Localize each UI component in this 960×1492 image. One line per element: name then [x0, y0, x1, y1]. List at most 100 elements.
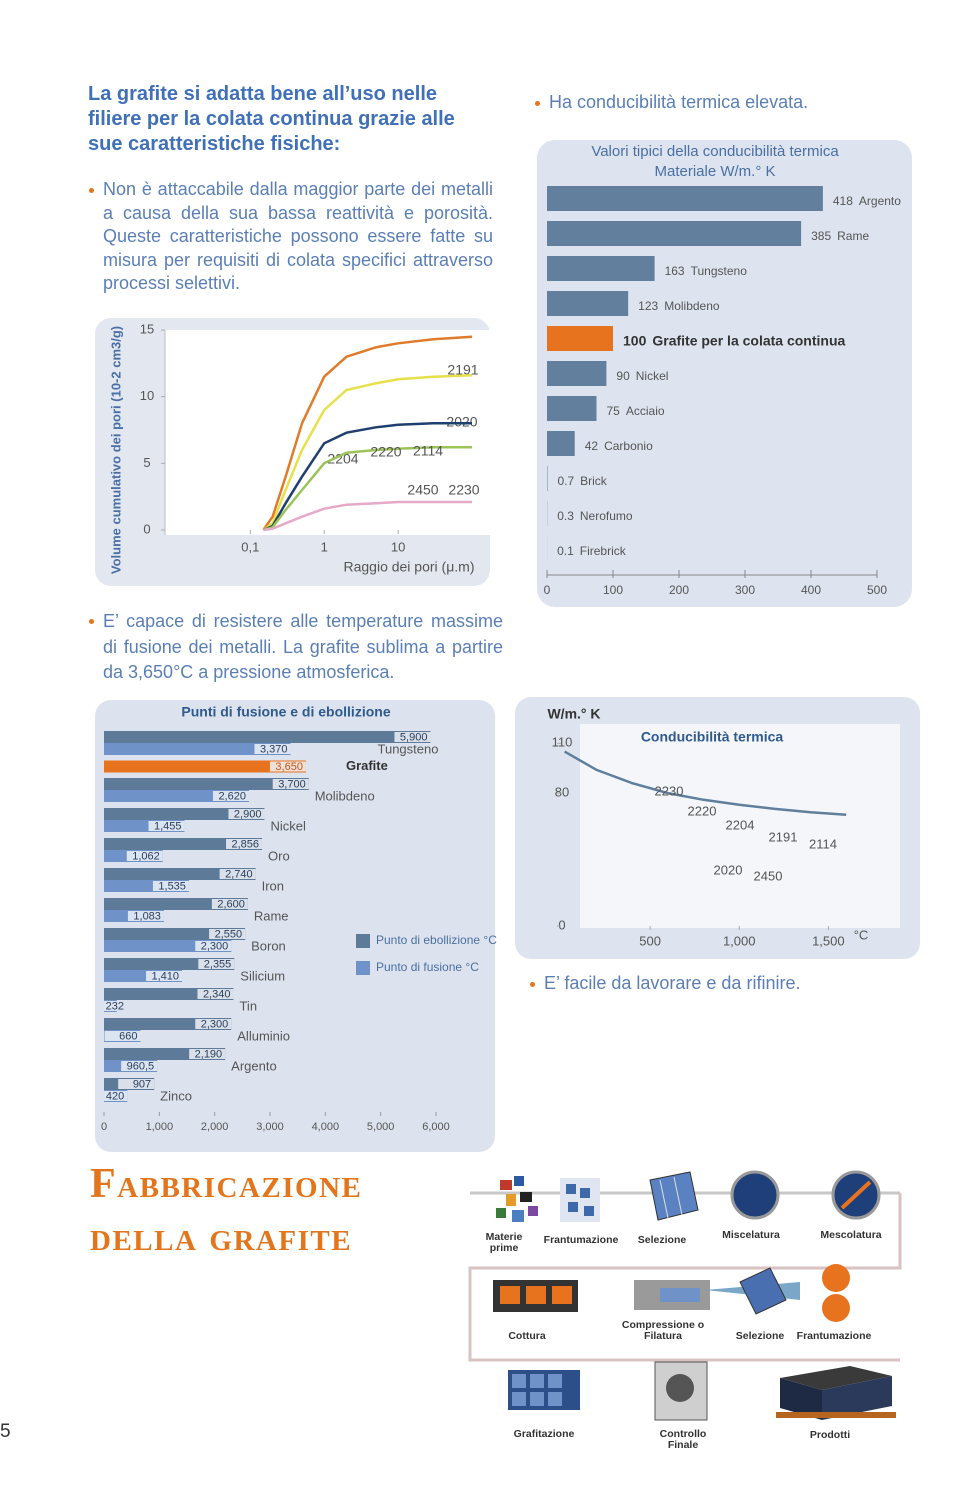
y-tick-label: 5 [143, 455, 150, 470]
icon-sieve [739, 1267, 787, 1315]
x-tick-label: 4,000 [312, 1121, 340, 1133]
category-label: Tin [239, 998, 257, 1013]
chart-title: Punti di fusione e di ebollizione [181, 704, 390, 720]
bar [104, 760, 306, 773]
icon-mixer [730, 1170, 780, 1220]
value-label-bg [104, 1001, 117, 1011]
annotation: 2114 [809, 836, 837, 851]
value-label-bg [272, 779, 309, 789]
x-tick-label: 6,000 [422, 1121, 450, 1133]
value-label: 2,856 [232, 838, 260, 850]
value-label: 1,410 [151, 970, 179, 982]
bullet-text: E’ facile da lavorare e da rifinire. [544, 973, 801, 993]
value-label-bg [195, 1019, 232, 1029]
value-label: 1,083 [133, 910, 161, 922]
value-label-bg [197, 989, 234, 999]
value-label: 2,550 [215, 928, 243, 940]
bar [104, 790, 249, 802]
category-label: Alluminio [237, 1028, 290, 1043]
bullet: E’ capace di resistere alle temperature … [89, 609, 503, 686]
data-line [263, 446, 472, 532]
value-label-bg [127, 911, 164, 921]
icon-crusher [560, 1178, 600, 1222]
value-label-bg [146, 971, 183, 981]
x-tick-label: 3,000 [256, 1121, 284, 1133]
x-tick-label: 300 [735, 583, 755, 597]
value-label: 42 [585, 439, 599, 453]
process-label: Selezione [638, 1234, 687, 1246]
category-label: Rame [837, 229, 869, 243]
value-label-bg [209, 929, 246, 939]
category-label: Grafite [346, 758, 388, 773]
x-tick-label: 1,500 [812, 933, 845, 948]
bullet-dot [535, 101, 540, 106]
category-label: Argento [859, 194, 901, 208]
chart-title: Conducibilità termica [641, 729, 784, 745]
icon-blade [840, 1180, 872, 1210]
value-label: 1,455 [154, 820, 182, 832]
icon-furnace [493, 1280, 578, 1312]
data-line [262, 422, 472, 532]
process-diagram [468, 1170, 902, 1421]
legend-swatch [356, 934, 370, 948]
value-label-bg [118, 1079, 155, 1089]
value-label: 2,900 [234, 808, 262, 820]
value-label: 75 [607, 404, 621, 418]
process-label: Miscelatura [722, 1229, 780, 1241]
category-label: Iron [262, 878, 284, 893]
value-label-bg [394, 732, 431, 742]
value-label: 3,650 [275, 761, 303, 773]
process-label: Frantumazione [797, 1330, 872, 1342]
value-label: 3,370 [260, 743, 288, 755]
value-label-bg [269, 761, 306, 772]
value-label: 163 [665, 264, 685, 278]
x-unit: °C [854, 927, 869, 942]
bar [547, 396, 597, 421]
series-label: 2191 [447, 362, 478, 378]
value-label-bg [195, 941, 232, 951]
value-label: 2,600 [217, 898, 245, 910]
bar [547, 291, 629, 316]
bullet: Ha conducibilità termica elevata. [535, 91, 879, 115]
value-label: 1,062 [132, 850, 160, 862]
bullet: Non è attaccabile dalla maggior parte de… [89, 178, 493, 296]
process-label: Compressione o [622, 1319, 704, 1331]
bar [547, 221, 802, 246]
process-label: Controllo [660, 1428, 707, 1440]
value-label: 2,620 [218, 790, 246, 802]
value-label: 100 [623, 333, 647, 349]
bar [104, 838, 263, 850]
legend-label: Punto di ebollizione °C [376, 933, 497, 947]
value-label: 2,190 [195, 1048, 223, 1060]
annotation: 2204 [726, 817, 755, 832]
series-label: 2204 [327, 451, 358, 467]
data-line [563, 750, 847, 816]
y-tick-label: 0 [143, 521, 150, 536]
x-tick-label: 0 [544, 583, 551, 597]
value-label-bg [152, 881, 189, 891]
icon-raw [496, 1176, 538, 1222]
category-label: Brick [580, 474, 608, 488]
value-label-bg [148, 821, 185, 831]
y-tick-label: 10 [140, 388, 154, 403]
value-label-bg [228, 809, 265, 819]
value-label-bg [121, 1061, 158, 1071]
bullet-text: Ha conducibilità termica elevata. [549, 92, 809, 112]
value-label-bg [254, 744, 291, 754]
x-tick-label: 500 [639, 933, 661, 948]
annotation: 2191 [769, 829, 798, 844]
category-label: Tungsteno [691, 264, 748, 278]
bar [104, 868, 256, 880]
bar [547, 326, 613, 351]
category-label: Nickel [636, 369, 669, 383]
x-tick-label: 200 [669, 583, 689, 597]
bar [547, 256, 655, 281]
x-tick-label: 100 [603, 583, 623, 597]
category-label: Tungsteno [378, 741, 439, 756]
value-label: 2,300 [201, 1018, 229, 1030]
annotation: 2020 [714, 862, 743, 877]
bullet-dot [530, 982, 535, 987]
value-label: 907 [133, 1078, 151, 1090]
category-label: Oro [268, 848, 290, 863]
x-tick-label: 2,000 [201, 1121, 229, 1133]
